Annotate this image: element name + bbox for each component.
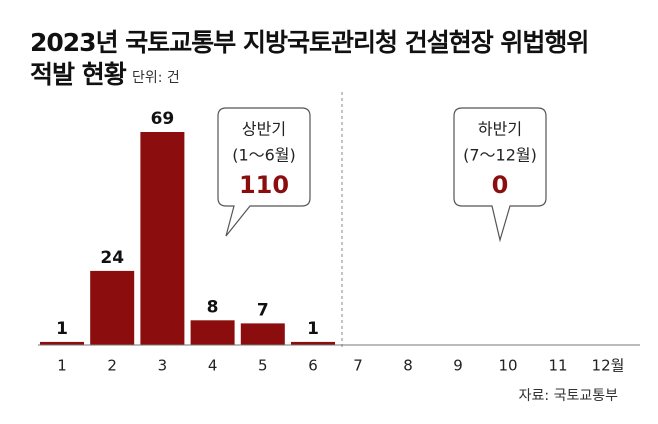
- bar: [240, 323, 285, 345]
- half-total: 110: [239, 171, 289, 199]
- x-tick-label: 3: [158, 357, 168, 375]
- x-tick-label: 4: [208, 357, 218, 375]
- bar: [90, 270, 135, 345]
- chart-title: 2023년 국토교통부 지방국토관리청 건설현장 위법행위: [30, 28, 588, 57]
- bar: [190, 320, 235, 345]
- x-tick-label: 9: [453, 357, 463, 375]
- x-tick-label: 10: [498, 357, 517, 375]
- value-label: 1: [307, 319, 319, 339]
- half-period: (1～6월): [232, 146, 296, 165]
- x-tick-label: 2: [107, 357, 117, 375]
- unit-label: 단위: 건: [132, 70, 180, 86]
- value-label: 1: [56, 319, 68, 339]
- x-tick-label: 8: [403, 357, 413, 375]
- value-label: 24: [100, 248, 124, 268]
- value-label: 7: [257, 300, 269, 320]
- x-tick-label: 1: [57, 357, 67, 375]
- callout-bubble: [217, 107, 311, 237]
- x-tick-label: 7: [353, 357, 363, 375]
- bar: [140, 132, 185, 345]
- bar: [291, 341, 335, 345]
- x-tick-label: 6: [308, 357, 318, 375]
- callout-bubble: [453, 107, 547, 243]
- bar: [40, 341, 84, 345]
- half-label: 하반기: [478, 120, 522, 139]
- chart-title-line2: 적발 현황: [30, 60, 127, 89]
- half-period: (7～12월): [463, 146, 537, 165]
- value-label: 8: [207, 297, 219, 317]
- x-tick-label: 5: [258, 357, 268, 375]
- source: 자료: 국토교통부: [519, 388, 618, 404]
- x-tick-label: 12월: [592, 357, 625, 375]
- half-label: 상반기: [242, 120, 286, 139]
- value-label: 69: [151, 109, 175, 129]
- x-tick-label: 11: [548, 357, 567, 375]
- half-total: 0: [492, 171, 509, 199]
